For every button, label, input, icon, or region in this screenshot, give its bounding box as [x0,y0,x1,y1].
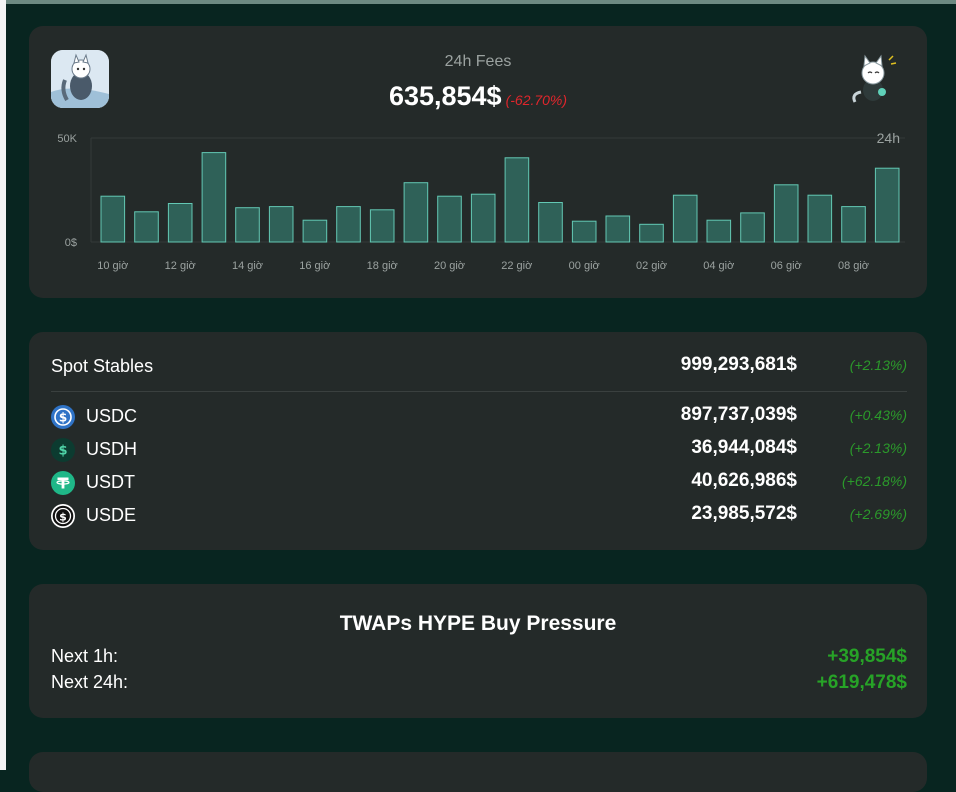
fee-bar[interactable] [235,207,260,243]
stable-change: (+2.13%) [849,440,907,456]
twap-card: TWAPs HYPE Buy Pressure Next 1h: +39,854… [29,584,927,718]
fee-bar[interactable] [504,157,530,243]
usdt-coin-icon [51,471,75,495]
fees-value-row: 635,854$ (-62.70%) [29,81,927,112]
stable-change: (+62.18%) [842,473,907,489]
fee-bar[interactable] [470,193,496,243]
stable-row-usdh: $ USDH 36,944,084$ (+2.13%) [51,435,907,463]
y-tick-label-max: 50K [57,133,77,145]
fee-bar[interactable] [403,182,429,243]
fee-bar[interactable] [336,206,361,243]
fee-bar[interactable] [773,184,799,243]
range-label: 24h [877,130,900,146]
x-tick-label: 08 giờ [838,260,869,272]
x-tick-label: 10 giờ [97,260,128,272]
fee-bar[interactable] [740,212,765,243]
fee-bar[interactable] [874,167,900,243]
fees-value: 635,854$ [388,81,502,111]
stable-change: (+0.43%) [849,407,907,423]
stables-total-change: (+2.13%) [849,357,907,373]
fee-bar[interactable] [841,206,866,243]
fees-title: 24h Fees [444,53,512,70]
x-tick-label: 18 giờ [367,260,398,272]
stable-row-usdt: USDT 40,626,986$ (+62.18%) [51,468,907,496]
left-border [0,0,6,770]
usdc-coin-icon: $ [51,405,75,429]
stable-row-usde: $ USDE 23,985,572$ (+2.69%) [51,501,907,529]
x-tick-label: 22 giờ [501,260,532,272]
fee-bar[interactable] [672,194,698,243]
fees-change: (-62.70%) [505,92,568,108]
stable-value: 23,985,572$ [691,503,797,524]
cat-avatar-left [51,50,109,108]
cat-avatar-right [841,50,907,108]
spot-stables-card: Spot Stables 999,293,681$ (+2.13%) $ USD… [29,332,927,550]
next-card [29,752,927,792]
fees-card: 50K 0$ 24h 10 giờ 12 giờ 14 giờ 16 giờ 18 gi… [29,26,927,298]
fee-bar[interactable] [538,202,563,243]
x-tick-label: 12 giờ [165,260,196,272]
twap-1h-label: Next 1h: [51,646,119,666]
x-tick-label: 16 giờ [299,260,330,272]
svg-text:$: $ [59,411,67,425]
top-border [0,0,956,4]
usdh-coin-icon: $ [51,438,75,462]
fee-bar[interactable] [571,220,597,243]
stables-total-value: 999,293,681$ [680,354,797,375]
fee-bar[interactable] [605,215,631,243]
stables-title: Spot Stables [51,356,154,376]
stable-row-usdc: $ USDC 897,737,039$ (+0.43%) [51,402,907,430]
x-tick-label: 20 giờ [434,260,465,272]
fee-bar[interactable] [302,219,328,243]
svg-text:$: $ [58,444,67,459]
twap-row-1h: Next 1h: +39,854$ [51,646,907,670]
x-tick-label: 00 giờ [569,260,600,272]
bar-group [100,152,900,243]
stable-value: 897,737,039$ [680,404,797,425]
x-tick-group: 10 giờ 12 giờ 14 giờ 16 giờ 18 giờ 20 giờ 22 g… [97,260,869,272]
fee-bar[interactable] [100,195,126,243]
stable-value: 40,626,986$ [691,470,797,491]
x-tick-label: 02 giờ [636,260,667,272]
fee-bar[interactable] [268,206,294,243]
fee-bar[interactable] [706,219,732,243]
twap-title: TWAPs HYPE Buy Pressure [339,612,617,635]
stable-name: USDC [86,406,138,426]
y-tick-label-zero: 0$ [65,237,77,249]
twap-1h-value: +39,854$ [827,646,907,667]
twap-24h-value: +619,478$ [816,672,907,693]
fees-bar-chart: 50K 0$ 24h 10 giờ 12 giờ 14 giờ 16 giờ 18 gi… [57,130,905,272]
twap-row-24h: Next 24h: +619,478$ [51,672,907,696]
stables-total-row: Spot Stables 999,293,681$ (+2.13%) [51,352,907,380]
fee-bar[interactable] [437,195,462,243]
svg-text:$: $ [59,510,67,523]
stable-change: (+2.69%) [849,506,907,522]
stables-divider [51,391,907,392]
stable-name: USDE [86,505,137,525]
twap-24h-label: Next 24h: [51,672,129,692]
fee-bar[interactable] [134,211,159,243]
stable-name: USDH [86,439,138,459]
fee-bar[interactable] [369,209,395,243]
fee-bar[interactable] [639,223,664,243]
x-tick-label: 14 giờ [232,260,263,272]
x-tick-label: 04 giờ [703,260,734,272]
x-tick-label: 06 giờ [771,260,802,272]
stable-name: USDT [86,472,135,492]
usde-coin-icon: $ [51,504,75,528]
fee-bar[interactable] [807,194,833,243]
fee-bar[interactable] [167,203,193,243]
fee-bar[interactable] [201,152,227,243]
stable-value: 36,944,084$ [691,437,797,458]
